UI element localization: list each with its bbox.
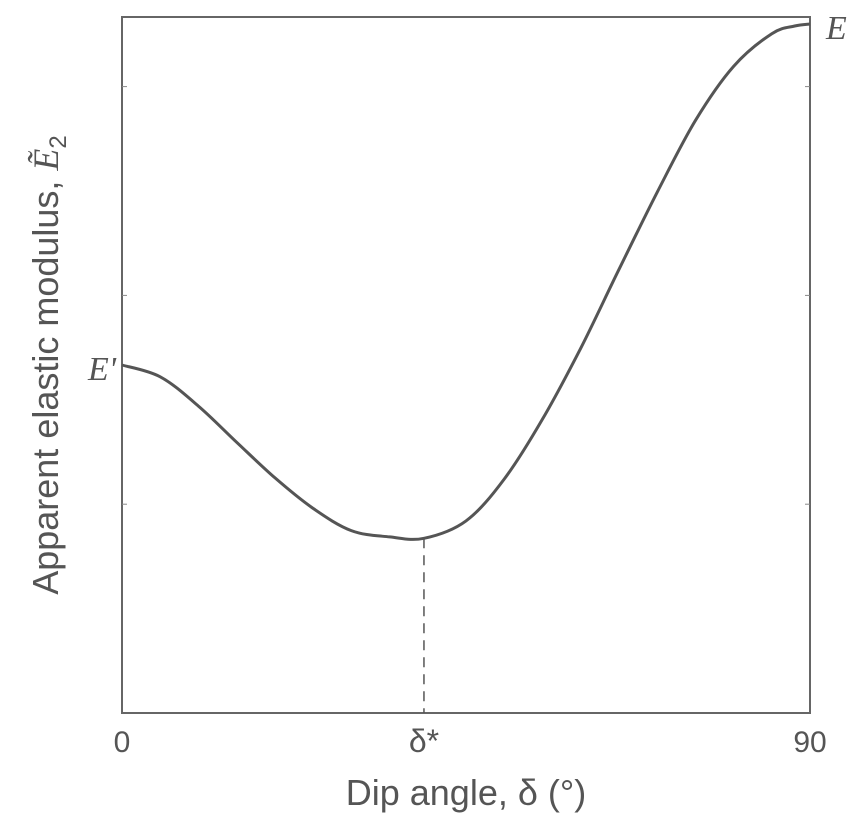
- y-axis-label-subscript: 2: [45, 135, 72, 148]
- y-axis-label-symbol: Ẽ: [26, 149, 66, 172]
- curve-annotation: E': [87, 351, 117, 388]
- plot-frame: [121, 16, 811, 714]
- y-ticks: [122, 86, 810, 505]
- series-curve: [121, 22, 811, 541]
- y-axis-label-group: Apparent elastic modulus, Ẽ2: [25, 135, 72, 595]
- x-axis-label: Dip angle, δ (°): [346, 772, 587, 813]
- x-tick-label: δ*: [409, 723, 439, 759]
- y-axis-label-prefix: Apparent elastic modulus,: [25, 171, 66, 595]
- annotations: E' E: [87, 10, 847, 388]
- x-tick-labels: 0 δ* 90: [114, 723, 827, 759]
- y-axis-label: Apparent elastic modulus, Ẽ2: [25, 135, 72, 595]
- x-tick-label: 90: [793, 726, 826, 759]
- x-tick-label: 0: [114, 726, 131, 759]
- curve-annotation: E: [825, 10, 847, 47]
